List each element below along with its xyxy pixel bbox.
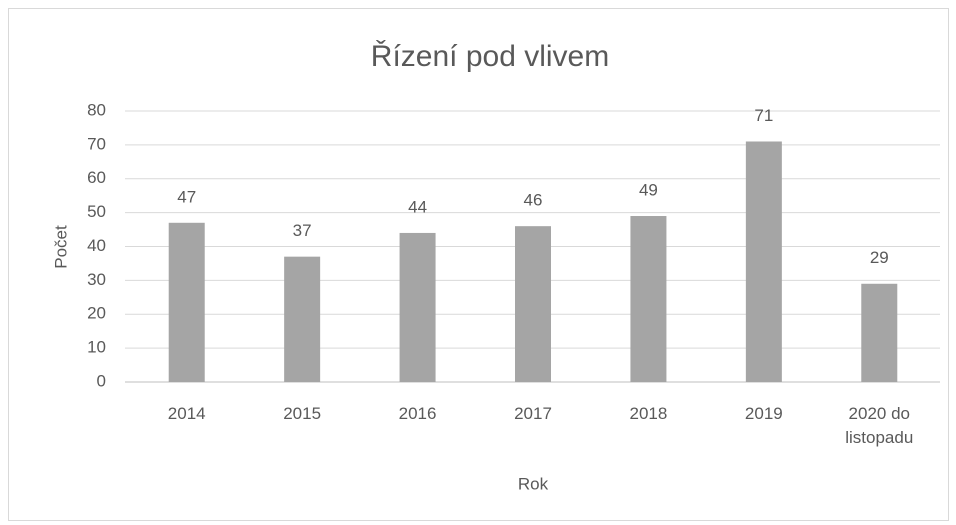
- data-label: 29: [870, 248, 889, 267]
- x-tick-label: 2015: [283, 404, 322, 423]
- y-tick-label: 10: [87, 338, 106, 357]
- bar: [284, 256, 321, 382]
- y-tick-label: 20: [87, 304, 106, 323]
- data-label: 71: [754, 106, 773, 125]
- y-tick-label: 0: [97, 371, 106, 390]
- y-tick-label: 80: [87, 100, 106, 119]
- bar: [745, 141, 782, 382]
- bar: [861, 283, 898, 382]
- bar: [515, 226, 551, 382]
- y-tick-label: 60: [87, 168, 106, 187]
- bar: [630, 216, 667, 382]
- x-tick-label: 2020 do listopadu: [845, 404, 914, 447]
- y-axis-title: Počet: [51, 225, 70, 269]
- data-label: 37: [293, 221, 312, 240]
- y-tick-label: 50: [87, 202, 106, 221]
- x-tick-label: 2014: [167, 404, 206, 423]
- x-tick-label: 2017: [514, 404, 552, 423]
- chart-title: Řízení pod vlivem: [371, 40, 609, 73]
- data-label: 46: [524, 191, 543, 210]
- x-axis-title: Rok: [518, 474, 549, 493]
- data-label: 47: [177, 187, 196, 206]
- x-tick-label: 2019: [744, 404, 783, 423]
- data-label: 44: [408, 197, 427, 216]
- bar: [399, 232, 436, 382]
- y-tick-label: 40: [87, 236, 106, 255]
- y-tick-label: 30: [87, 270, 106, 289]
- data-label: 49: [639, 180, 658, 199]
- x-tick-label: 2016: [398, 404, 437, 423]
- x-tick-label: 2018: [629, 404, 668, 423]
- chart-border: [8, 8, 949, 521]
- bar: [168, 222, 205, 382]
- y-tick-label: 70: [87, 134, 106, 153]
